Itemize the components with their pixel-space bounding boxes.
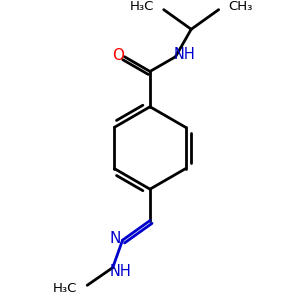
Text: NH: NH [110,264,131,279]
Text: H₃C: H₃C [130,0,154,13]
Text: NH: NH [173,47,195,62]
Text: CH₃: CH₃ [229,0,253,13]
Text: N: N [109,231,120,246]
Text: O: O [112,48,124,63]
Text: H₃C: H₃C [53,282,77,295]
